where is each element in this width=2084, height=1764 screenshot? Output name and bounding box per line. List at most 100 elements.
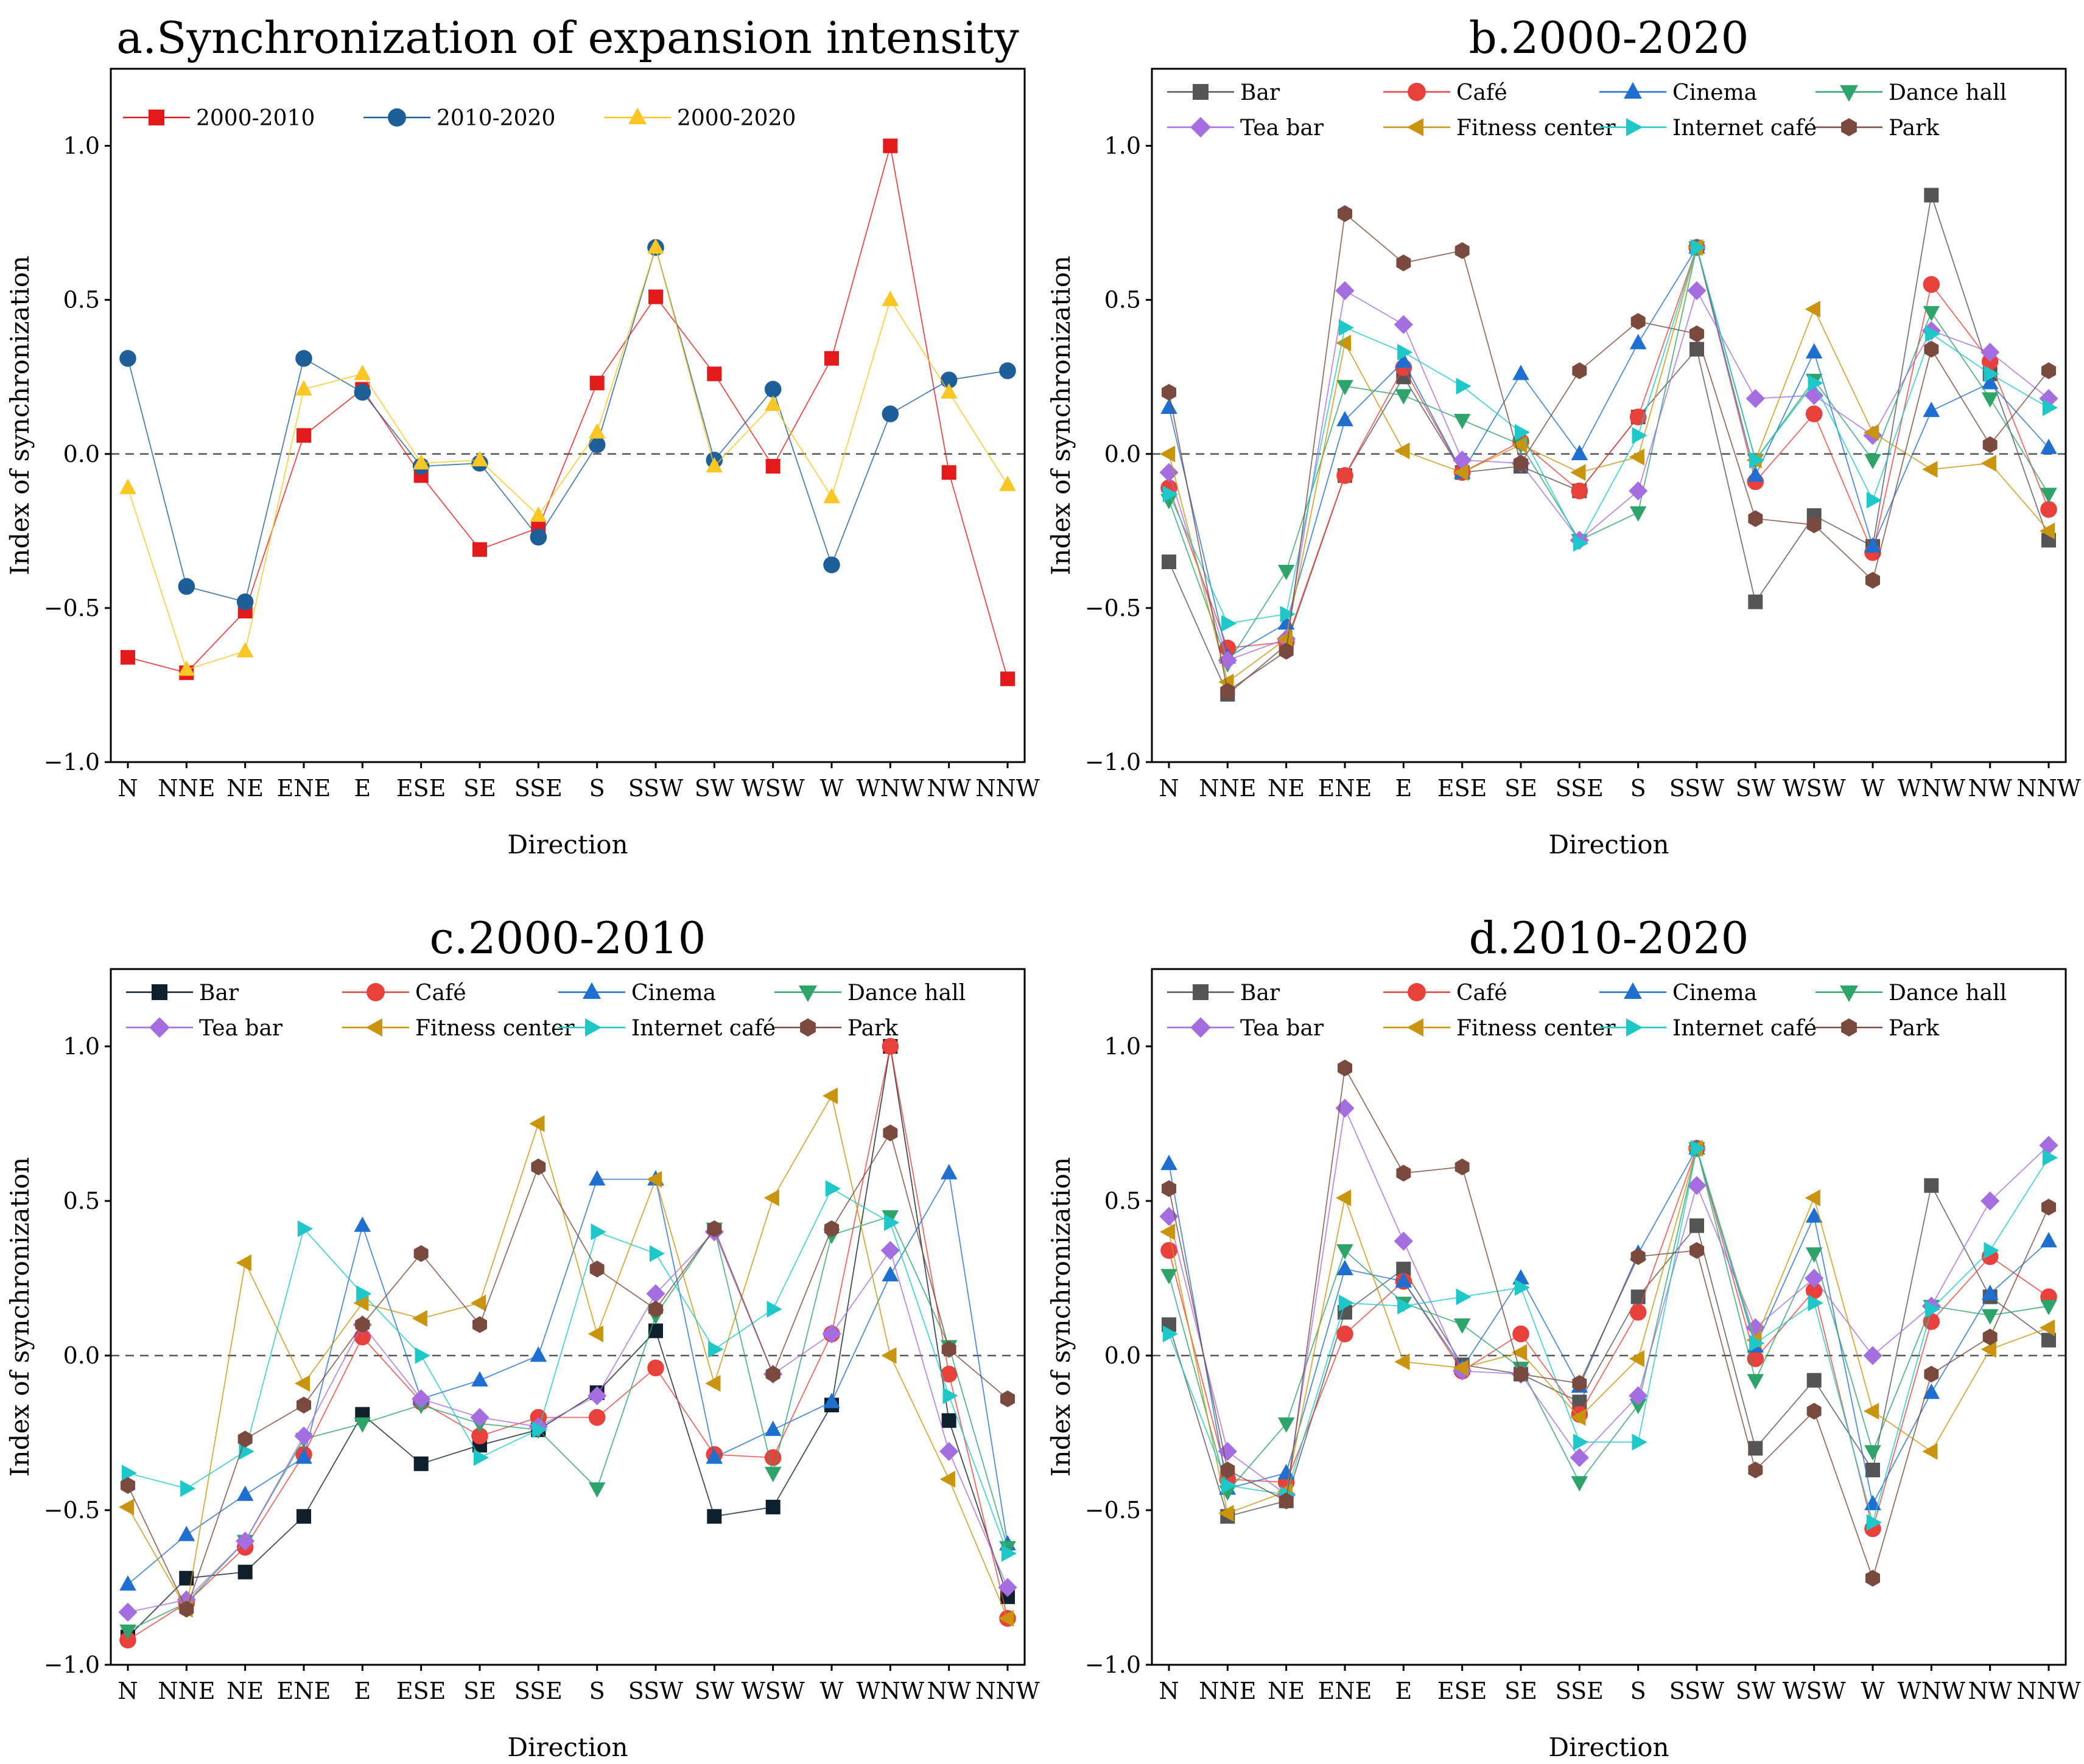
panel-d-data-point: [1397, 1297, 1413, 1315]
panel-a-legend: 2000-2010 2010-2020 2000-2020: [123, 106, 796, 131]
panel-a-series-1: [119, 239, 1016, 611]
panel-b-legend-marker: [1406, 118, 1424, 136]
panel-d-data-point: [1336, 1244, 1353, 1260]
panel-b-xtick-label: SE: [1504, 775, 1537, 802]
panel-a-data-point: [295, 380, 312, 396]
panel-d-data-point: [1338, 1059, 1352, 1077]
panel-c-data-point: [649, 1245, 665, 1262]
panel-b-data-point: [1749, 452, 1765, 469]
panel-b-data-point: [1630, 313, 1646, 330]
panel-c-data-point: [471, 1371, 488, 1387]
panel-c-legend-label: Fitness center: [415, 1016, 575, 1041]
panel-c-xtick-label: ENE: [277, 1678, 331, 1704]
panel-c-legend-item: Fitness center: [342, 1016, 575, 1041]
panel-c-data-point: [588, 1409, 606, 1426]
panel-d-legend: Bar Café Cinema Dance hall Tea bar Fitness ce…: [1167, 981, 2007, 1041]
panel-c-legend-marker: [583, 982, 601, 999]
panel-b-data-point: [1805, 386, 1824, 405]
panel-b-legend-item: Internet café: [1599, 116, 1817, 141]
panel-b-data-point: [2042, 399, 2058, 416]
panel-c-data-point: [295, 1374, 310, 1392]
panel-a-ytick-label: 0.0: [63, 441, 100, 467]
panel-b-plot-frame: [1151, 68, 2067, 763]
panel-b-legend-item: Tea bar: [1167, 116, 1324, 141]
panel-b-data-point: [1923, 306, 1940, 321]
panel-d-xtick-label: SE: [1504, 1678, 1537, 1704]
panel-d-data-point: [1922, 1443, 1938, 1460]
panel-d-xtick-label: SSW: [1669, 1678, 1724, 1704]
panel-b-legend-marker: [1408, 83, 1426, 101]
panel-b-xtick-label: N: [1159, 775, 1179, 802]
panel-b-legend-label: Tea bar: [1240, 116, 1324, 141]
panel-d-data-point: [1277, 1417, 1295, 1433]
panel-d-data-point: [1748, 1461, 1763, 1479]
panel-b-data-point: [1395, 389, 1412, 405]
panel-d-data-point: [1690, 1139, 1706, 1157]
panel-d-data-point: [1982, 1328, 1998, 1346]
panel-b-data-point: [1981, 392, 1999, 408]
panel-d-data-point: [1924, 1365, 1939, 1383]
panel-a-data-point: [530, 506, 547, 522]
panel-b-legend-item: Fitness center: [1383, 116, 1616, 141]
panel-a-series-0: [121, 138, 1015, 687]
panel-c-data-point: [884, 1214, 900, 1231]
panel-b-data-point: [1336, 380, 1353, 396]
panel-b-data-point: [1220, 682, 1235, 700]
panel-c-data-point: [880, 1241, 900, 1260]
panel-b-legend-item: Park: [1816, 116, 1940, 141]
panel-a-data-point: [530, 528, 547, 546]
panel-d-data-point: [1984, 1242, 1999, 1259]
panel-b-series-3: [1160, 241, 2057, 673]
panel-b-data-point: [1689, 325, 1704, 343]
panel-b-data-point: [1512, 365, 1529, 380]
panel-b-data-point: [1981, 455, 1996, 472]
panel-b-data-point: [1866, 491, 1882, 509]
panel-c-legend-label: Dance hall: [847, 981, 966, 1006]
panel-b-data-point: [1570, 464, 1586, 481]
panel-c-data-point: [470, 1408, 489, 1427]
panel-c-data-point: [883, 1124, 898, 1141]
panel-d-xtick-label: NW: [1968, 1678, 2012, 1704]
panel-b-data-point: [2041, 362, 2056, 379]
panel-d-data-point: [1806, 1402, 1822, 1420]
panel-a-data-point: [940, 371, 958, 389]
panel-d-data-point: [1160, 1223, 1176, 1241]
panel-c-series-line: [127, 1188, 1008, 1554]
panel-b-data-point: [1453, 450, 1472, 470]
panel-a: a.Synchronization of expansion intensity…: [5, 12, 1040, 859]
panel-c-xtick-label: SE: [463, 1678, 496, 1704]
panel-d-xtick-label: NE: [1268, 1678, 1305, 1704]
panel-d-ylabel: Index of synchronization: [1046, 1157, 1076, 1477]
panel-c-data-point: [825, 1180, 841, 1197]
panel-d-data-point: [1162, 1180, 1176, 1197]
panel-c-legend-label: Tea bar: [199, 1016, 283, 1041]
panel-c-data-point: [353, 1294, 369, 1312]
panel-b-data-point: [1453, 464, 1468, 481]
panel-c-data-point: [708, 1341, 724, 1358]
panel-d-legend-item: Cinema: [1599, 981, 1757, 1006]
panel-a-xtick-label: SSW: [628, 775, 683, 802]
panel-c-legend-marker: [799, 985, 817, 1003]
panel-d-data-point: [1279, 1493, 1294, 1510]
panel-c-series-line: [127, 1046, 1008, 1637]
panel-a-data-point: [648, 289, 663, 304]
panel-b-data-point: [1456, 377, 1472, 395]
panel-d-series-5: [1160, 1139, 2055, 1522]
panel-c-ylabel: Index of synchronization: [5, 1157, 35, 1477]
panel-a-data-point: [589, 376, 605, 391]
panel-d-legend-marker: [1406, 1018, 1424, 1037]
panel-d-xtick-label: SSE: [1556, 1678, 1604, 1704]
panel-a-legend-label: 2000-2020: [677, 106, 796, 131]
panel-d-data-point: [1512, 1325, 1529, 1343]
panel-b-ytick-label: −1.0: [1085, 749, 1141, 775]
panel-d-data-point: [1572, 1395, 1587, 1410]
panel-d-data-point: [1394, 1231, 1413, 1251]
panel-a-xtick-label: E: [354, 775, 371, 802]
panel-a-data-point: [121, 649, 135, 665]
panel-c-data-point: [236, 1254, 251, 1272]
panel-d-data-point: [1805, 1207, 1823, 1223]
panel-d-data-point: [1454, 1158, 1470, 1175]
panel-d-data-point: [1218, 1441, 1237, 1461]
panel-d-series-0: [1162, 1178, 2056, 1524]
panel-b-data-point: [1629, 334, 1647, 349]
